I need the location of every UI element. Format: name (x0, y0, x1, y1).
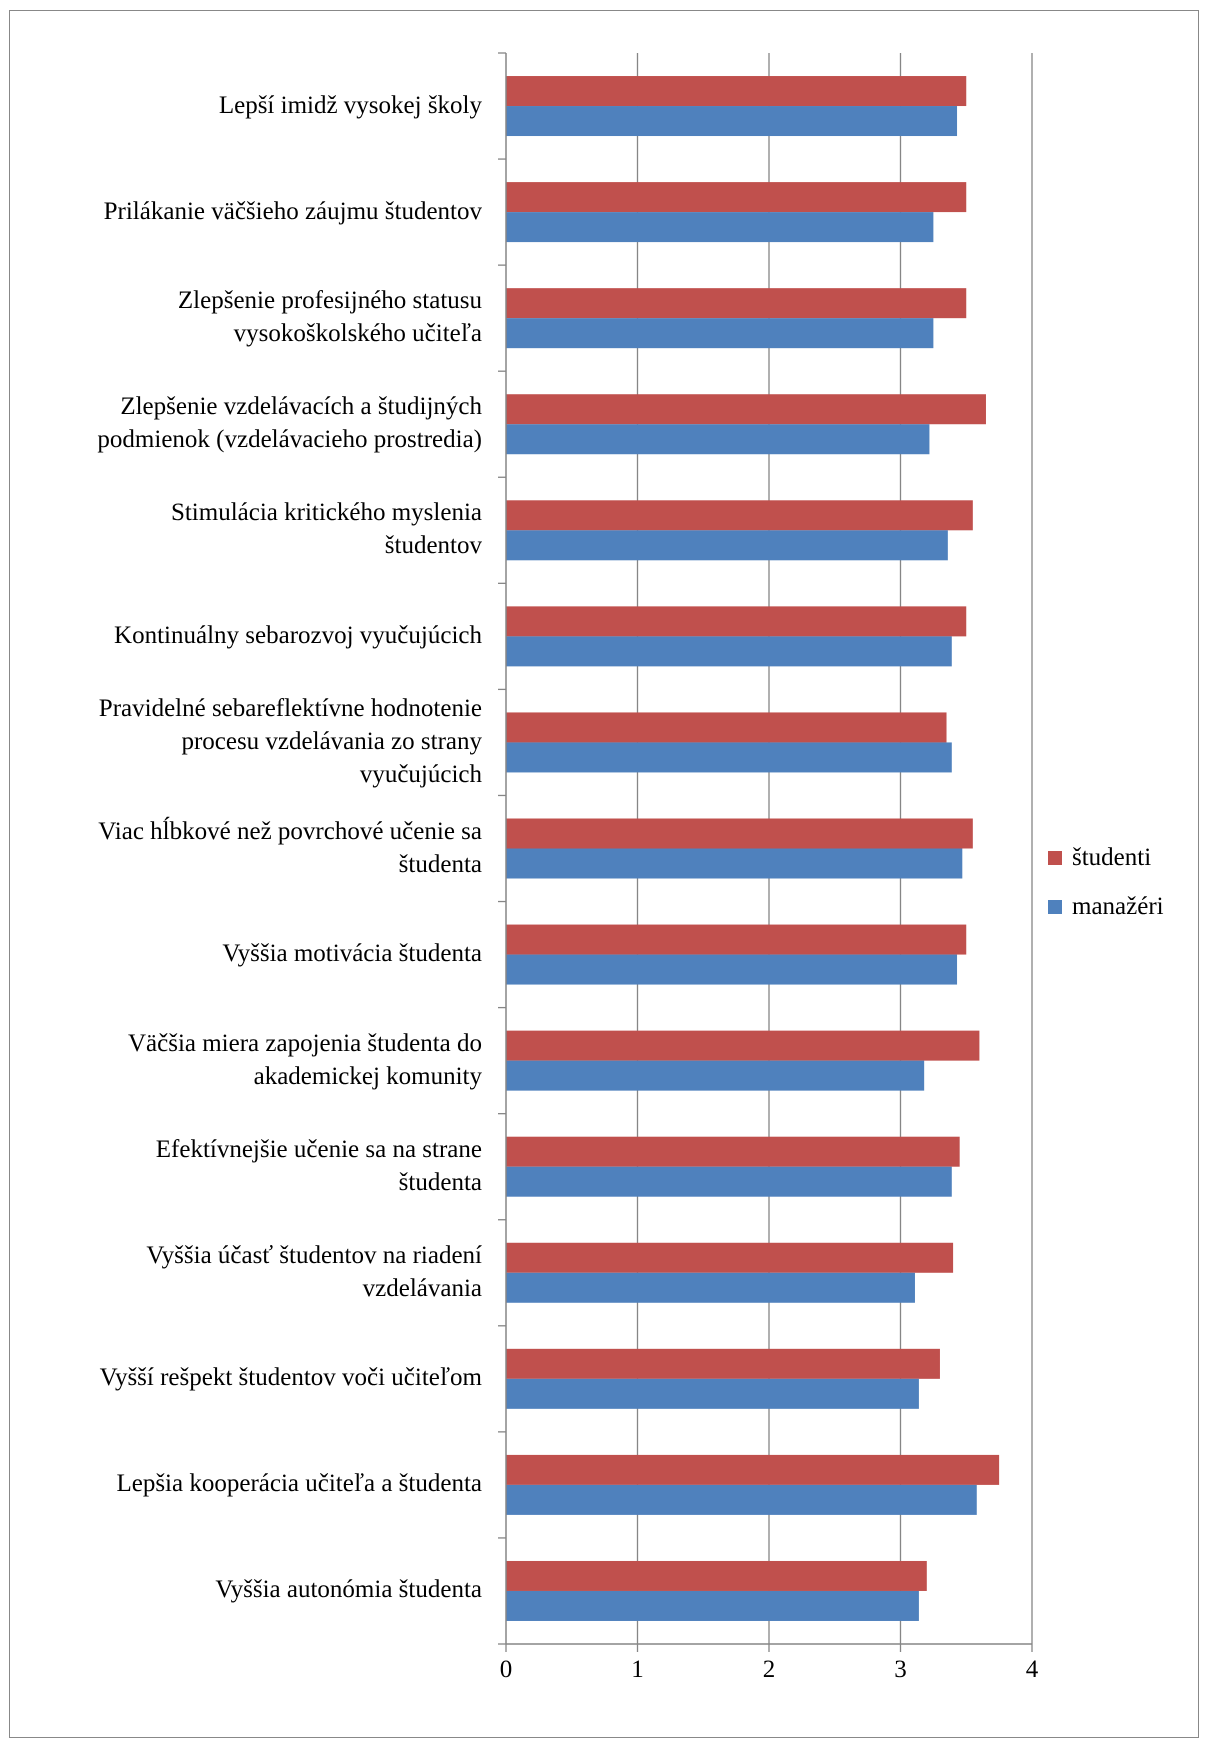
bar-manazeri-10 (506, 1167, 952, 1197)
category-label-6: Pravidelné sebareflektívne hodnotenie pr… (20, 692, 482, 791)
category-label-5: Kontinuálny sebarozvoj vyučujúcich (20, 619, 482, 652)
bar-manazeri-8 (506, 955, 957, 985)
bar-studenti-10 (506, 1137, 960, 1167)
x-tick-label-2: 2 (749, 1656, 789, 1684)
bar-manazeri-5 (506, 636, 952, 666)
bar-studenti-1 (506, 182, 966, 212)
legend-swatch-studenti (1048, 851, 1062, 865)
legend-label-studenti: študenti (1072, 844, 1151, 872)
bar-manazeri-9 (506, 1061, 924, 1091)
legend-label-manazeri: manažéri (1072, 893, 1164, 921)
category-label-7: Viac hĺbkové než povrchové učenie sa štu… (20, 815, 482, 881)
bar-studenti-4 (506, 500, 973, 530)
category-label-8: Vyššia motivácia študenta (20, 937, 482, 970)
category-label-4: Stimulácia kritického myslenia študentov (20, 496, 482, 562)
bar-studenti-9 (506, 1031, 979, 1061)
category-label-9: Väčšia miera zapojenia študenta do akade… (20, 1027, 482, 1093)
bar-manazeri-4 (506, 530, 948, 560)
bar-studenti-0 (506, 76, 966, 106)
category-label-14: Vyššia autonómia študenta (20, 1573, 482, 1606)
bar-manazeri-2 (506, 318, 933, 348)
category-label-13: Lepšia kooperácia učiteľa a študenta (20, 1467, 482, 1500)
x-tick-label-3: 3 (881, 1656, 921, 1684)
category-label-2: Zlepšenie profesijného statusu vysokoško… (20, 284, 482, 350)
bar-studenti-5 (506, 606, 966, 636)
category-label-12: Vyšší rešpekt študentov voči učiteľom (20, 1361, 482, 1394)
bar-studenti-3 (506, 394, 986, 424)
bar-manazeri-14 (506, 1591, 919, 1621)
category-label-10: Efektívnejšie učenie sa na strane študen… (20, 1133, 482, 1199)
bar-manazeri-7 (506, 849, 962, 879)
bar-studenti-8 (506, 925, 966, 955)
x-tick-label-4: 4 (1012, 1656, 1052, 1684)
category-label-1: Prilákanie väčšieho záujmu študentov (20, 195, 482, 228)
legend-item-manazeri: manažéri (1048, 892, 1164, 922)
bar-manazeri-11 (506, 1273, 915, 1303)
bar-manazeri-0 (506, 106, 957, 136)
bar-manazeri-1 (506, 212, 933, 242)
legend-swatch-manazeri (1048, 900, 1062, 914)
category-label-0: Lepší imidž vysokej školy (20, 89, 482, 122)
bar-studenti-2 (506, 288, 966, 318)
bar-manazeri-13 (506, 1485, 977, 1515)
bar-studenti-7 (506, 819, 973, 849)
bar-studenti-12 (506, 1349, 940, 1379)
bar-manazeri-3 (506, 424, 929, 454)
x-tick-label-0: 0 (486, 1656, 526, 1684)
bar-studenti-6 (506, 712, 947, 742)
bar-studenti-13 (506, 1455, 999, 1485)
x-tick-label-1: 1 (618, 1656, 658, 1684)
legend-item-studenti: študenti (1048, 843, 1151, 873)
bar-studenti-11 (506, 1243, 953, 1273)
bar-manazeri-6 (506, 742, 952, 772)
category-label-11: Vyššia účasť študentov na riadení vzdelá… (20, 1239, 482, 1305)
bar-studenti-14 (506, 1561, 927, 1591)
bar-manazeri-12 (506, 1379, 919, 1409)
category-label-3: Zlepšenie vzdelávacích a študijných podm… (20, 390, 482, 456)
